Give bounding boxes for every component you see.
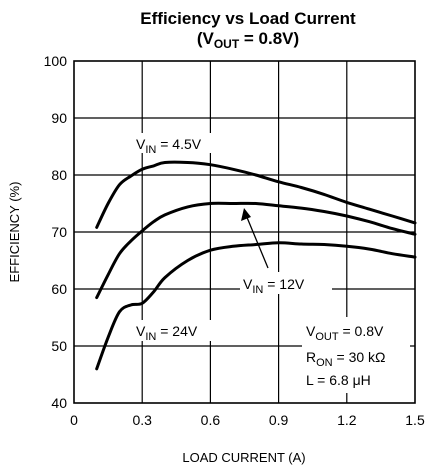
label-vin-4-5: VIN = 4.5V	[134, 133, 220, 156]
conditions-annotation: VOUT = 0.8V RON = 30 kΩ L = 6.8 μH	[302, 317, 410, 393]
series-line-1	[95, 201, 417, 300]
y-tick-label: 90	[51, 110, 67, 126]
inductor-condition: L = 6.8 μH	[306, 372, 371, 388]
series-curves	[95, 160, 417, 371]
title-prefix: (V	[197, 29, 215, 48]
ron-condition: RON = 30 kΩ	[306, 349, 386, 369]
vout-condition: VOUT = 0.8V	[306, 323, 384, 343]
x-tick-label: 0.6	[201, 412, 221, 428]
y-tick-label: 40	[51, 395, 67, 411]
chart-title-line1: Efficiency vs Load Current	[140, 9, 356, 28]
arrow-line	[245, 214, 269, 269]
svg-text:VIN = 12V: VIN = 12V	[243, 276, 305, 296]
y-tick-label: 70	[51, 224, 67, 240]
y-tick-label: 50	[51, 338, 67, 354]
tick-labels: 0 0.3 0.6 0.9 1.2 1.5 40 50 60 70 80 90 100	[44, 53, 425, 428]
svg-text:VIN = 4.5V: VIN = 4.5V	[136, 136, 202, 156]
x-tick-label: 1.5	[405, 412, 425, 428]
label-vin-24: VIN = 24V	[133, 320, 213, 343]
x-tick-label: 1.2	[337, 412, 357, 428]
x-tick-label: 0.9	[269, 412, 289, 428]
plot-frame	[73, 60, 416, 404]
y-tick-label: 80	[51, 167, 67, 183]
title-sub: OUT	[214, 37, 240, 51]
y-tick-label: 60	[51, 281, 67, 297]
x-tick-label: 0.3	[132, 412, 152, 428]
x-tick-label: 0	[70, 412, 78, 428]
svg-text:VIN = 24V: VIN = 24V	[136, 323, 198, 343]
arrow-head	[241, 208, 251, 221]
series-line-0	[95, 160, 417, 229]
series-line-2	[95, 241, 417, 371]
y-tick-label: 100	[44, 53, 68, 69]
title-suffix: = 0.8V)	[239, 29, 299, 48]
chart-title-line2: (VOUT = 0.8V)	[197, 29, 299, 51]
x-axis-label: LOAD CURRENT (A)	[182, 450, 305, 465]
y-axis-label: EFFICIENCY (%)	[7, 182, 22, 283]
label-vin-12: VIN = 12V	[240, 208, 332, 296]
